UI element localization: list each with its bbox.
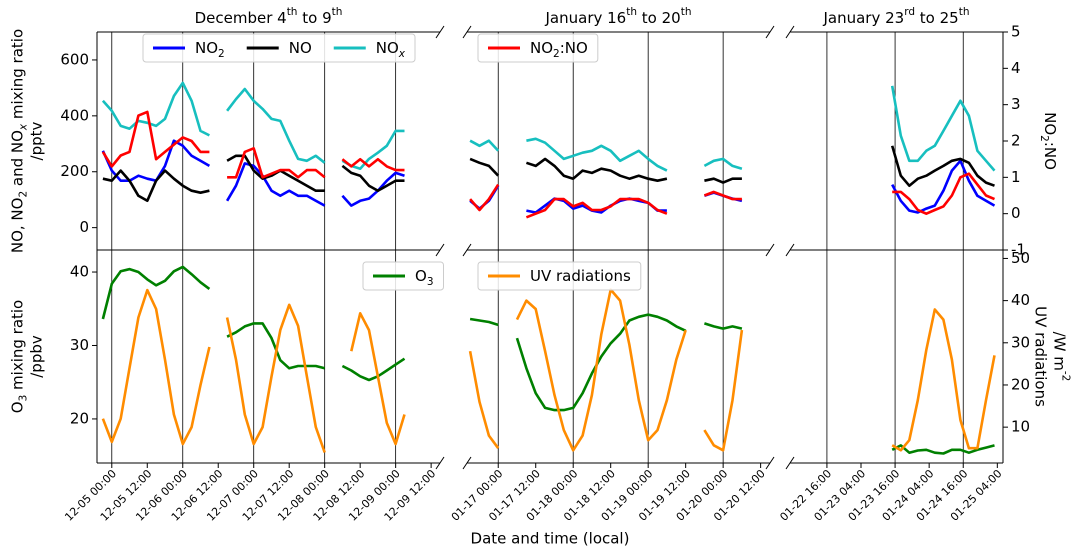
y-tick-label: 20 <box>70 409 89 427</box>
legend: UV radiations <box>477 261 642 291</box>
series-line <box>341 171 405 207</box>
series-line <box>227 147 326 179</box>
y2-tick-label: 30 <box>1011 333 1030 351</box>
series-line <box>891 159 996 214</box>
y2-axis-label: NO2:NO <box>1038 112 1060 170</box>
series-line <box>341 157 405 172</box>
series-line <box>468 350 500 449</box>
series-line <box>469 183 500 212</box>
series-line <box>892 172 996 215</box>
legend-label: NOx <box>376 39 406 61</box>
y-tick-label: 0 <box>79 218 89 236</box>
series-line <box>225 162 326 207</box>
series-line <box>469 139 500 152</box>
break-mark <box>462 243 472 257</box>
y-axis-label: NO, NO2 and NOx mixing ratio <box>8 29 30 253</box>
y2-tick-label: 2 <box>1011 132 1021 150</box>
legend: NO2:NO <box>477 33 599 63</box>
break-mark <box>785 456 795 470</box>
series-line <box>101 110 210 168</box>
y2-tick-label: 20 <box>1011 375 1030 393</box>
series-line <box>350 312 406 446</box>
y2-axis-label: /W m-2 <box>1051 332 1072 382</box>
series-line <box>515 313 687 412</box>
series-line <box>704 177 742 184</box>
series-line <box>469 317 499 327</box>
break-mark <box>435 25 445 39</box>
legend-box <box>477 261 642 291</box>
y-axis-label: O3 mixing ratio <box>8 300 30 413</box>
segment-title: January 16th to 20th <box>545 6 692 27</box>
series-line <box>704 322 743 330</box>
series-line <box>703 329 744 452</box>
legend-box <box>142 33 416 63</box>
legend: NO2 NO NOx <box>142 33 416 63</box>
series-line <box>341 357 406 382</box>
y2-axis-label: UV radiations <box>1032 306 1050 407</box>
break-mark <box>785 25 795 39</box>
legend-label: NO2:NO <box>530 39 588 61</box>
series-line <box>703 190 742 201</box>
series-line <box>341 164 405 192</box>
series-line <box>101 288 211 446</box>
series-line <box>891 444 995 455</box>
series-line <box>101 139 211 182</box>
series-line <box>703 157 743 170</box>
legend: O3 <box>362 261 444 291</box>
series-line <box>101 81 210 137</box>
y-axis-label: /ppbv <box>27 335 45 378</box>
break-mark <box>435 456 445 470</box>
series-line <box>525 157 668 182</box>
break-mark <box>435 243 445 257</box>
series-line <box>890 145 995 187</box>
y2-tick-label: 50 <box>1011 249 1030 267</box>
y2-tick-label: 1 <box>1011 168 1021 186</box>
y-tick-label: 600 <box>60 50 89 68</box>
break-mark <box>462 456 472 470</box>
series-line <box>891 308 996 452</box>
series-line <box>890 85 996 172</box>
legend-label: UV radiations <box>530 267 631 285</box>
segment-title: December 4th to 9th <box>195 6 343 27</box>
break-mark <box>765 243 775 257</box>
legend-label: NO2 <box>195 39 225 61</box>
break-mark <box>765 25 775 39</box>
segment-title: January 23rd to 25th <box>822 6 969 27</box>
y2-tick-label: 3 <box>1011 95 1021 113</box>
y2-tick-label: -1 <box>1011 241 1026 259</box>
series-line <box>515 288 687 452</box>
break-mark <box>765 456 775 470</box>
series-line <box>525 197 668 219</box>
y-tick-label: 40 <box>70 263 89 281</box>
series-line <box>226 87 326 164</box>
y-tick-label: 400 <box>60 106 89 124</box>
series-line <box>225 303 326 453</box>
break-mark <box>462 25 472 39</box>
y2-tick-label: 0 <box>1011 204 1021 222</box>
legend-label: O3 <box>415 267 434 289</box>
y-tick-label: 30 <box>70 336 89 354</box>
series-line <box>102 169 210 203</box>
y2-tick-label: 5 <box>1011 23 1021 41</box>
y2-tick-label: 40 <box>1011 291 1030 309</box>
legend-box <box>477 33 599 63</box>
series-line <box>526 137 668 172</box>
y-tick-label: 200 <box>60 162 89 180</box>
x-axis-label: Date and time (local) <box>471 530 630 548</box>
series-line <box>469 157 500 177</box>
y-axis-label: /pptv <box>27 121 45 160</box>
y2-tick-label: 10 <box>1011 418 1030 436</box>
legend-label: NO <box>289 39 312 57</box>
series-line <box>101 265 211 320</box>
series-line <box>226 322 326 370</box>
y2-tick-label: 4 <box>1011 59 1021 77</box>
break-mark <box>785 243 795 257</box>
